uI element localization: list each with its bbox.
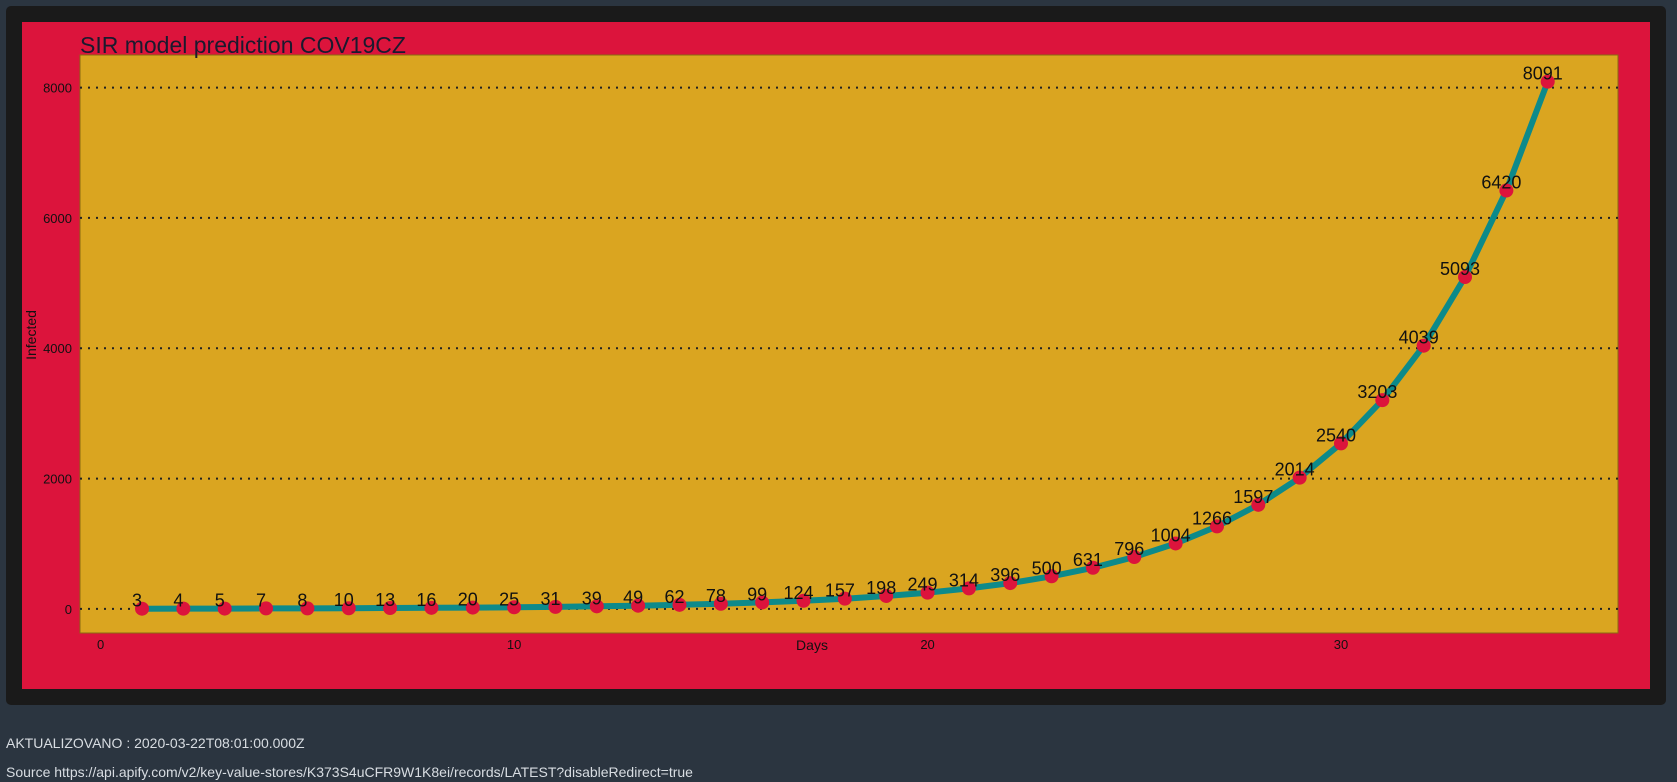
data-point [507,600,522,615]
y-tick-label: 0 [65,602,72,617]
data-label: 500 [1032,558,1062,578]
data-label: 396 [990,565,1020,585]
data-label: 78 [706,586,726,606]
chart-title: SIR model prediction COV19CZ [80,32,406,58]
data-point [920,585,935,600]
y-axis-label: Infected [23,310,39,360]
data-point [300,601,315,616]
data-point [1127,550,1142,565]
data-point [217,601,232,616]
x-axis-label: Days [796,637,828,653]
data-point [424,600,439,615]
x-tick-label: 10 [507,637,521,652]
data-label: 8091 [1523,64,1563,84]
data-label: 157 [825,581,855,601]
data-point [1333,436,1348,451]
data-point [1209,519,1224,534]
data-point [589,599,604,614]
data-point [1499,183,1514,198]
data-point [1458,270,1473,285]
data-label: 796 [1114,539,1144,559]
data-label: 3203 [1357,382,1397,402]
data-label: 198 [866,578,896,598]
data-label: 16 [416,590,436,610]
data-label: 314 [949,570,979,590]
data-point [672,597,687,612]
x-tick-label: 20 [920,637,934,652]
data-point [1085,560,1100,575]
data-label: 631 [1073,550,1103,570]
y-tick-label: 8000 [43,81,72,96]
data-label: 249 [908,575,938,595]
data-point [1003,576,1018,591]
y-axis-ticks: 0 2000 4000 6000 8000 [43,81,72,617]
data-label: 1004 [1151,525,1191,545]
data-point [259,601,274,616]
data-point [1044,569,1059,584]
data-label: 62 [664,587,684,607]
data-point [1292,470,1307,485]
data-point [1375,393,1390,408]
data-point [796,593,811,608]
data-label: 25 [499,589,519,609]
data-markers [135,74,1555,616]
data-label: 39 [582,588,602,608]
data-point [837,591,852,606]
x-tick-label: 0 [97,637,104,652]
data-point [1168,536,1183,551]
data-label: 13 [375,590,395,610]
y-tick-label: 4000 [43,341,72,356]
data-label: 8 [297,590,307,610]
x-tick-label: 30 [1334,637,1348,652]
data-point [1416,338,1431,353]
data-label: 1597 [1233,487,1273,507]
data-labels: 3 4 5 7 8 10 13 16 20 25 31 39 49 62 78 99 124 157 198 249 3… [132,64,1563,611]
x-axis-ticks: 0 10 20 30 [97,637,1348,652]
data-label: 49 [623,588,643,608]
data-label: 2014 [1275,460,1315,480]
data-point [755,595,770,610]
data-label: 3 [132,591,142,611]
data-label: 4 [173,591,183,611]
data-point [879,588,894,603]
data-label: 4039 [1399,328,1439,348]
data-label: 99 [747,584,767,604]
y-tick-label: 6000 [43,211,72,226]
data-point [341,601,356,616]
y-tick-label: 2000 [43,472,72,487]
data-label: 6420 [1481,173,1521,193]
data-label: 2540 [1316,425,1356,445]
data-point [631,598,646,613]
sir-prediction-chart: SIR model prediction COV19CZ 0 2000 4000 60… [22,22,1650,689]
data-point [713,596,728,611]
data-point [1251,497,1266,512]
last-updated-text: AKTUALIZOVANO : 2020-03-22T08:01:00.000Z [6,735,305,751]
plot-area [79,54,1619,634]
data-source-text: Source https://api.apify.com/v2/key-valu… [6,764,693,780]
data-label: 10 [334,590,354,610]
data-label: 20 [458,590,478,610]
data-point [465,600,480,615]
data-point [961,581,976,596]
chart-frame: SIR model prediction COV19CZ 0 2000 4000 60… [6,6,1666,705]
data-point [1540,74,1555,89]
data-label: 5 [215,591,225,611]
data-label: 1266 [1192,508,1232,528]
data-label: 124 [783,583,813,603]
data-point [176,601,191,616]
data-point [383,601,398,616]
data-label: 31 [540,589,560,609]
data-label: 7 [256,590,266,610]
data-point [548,599,563,614]
data-label: 5093 [1440,259,1480,279]
data-point [135,601,150,616]
